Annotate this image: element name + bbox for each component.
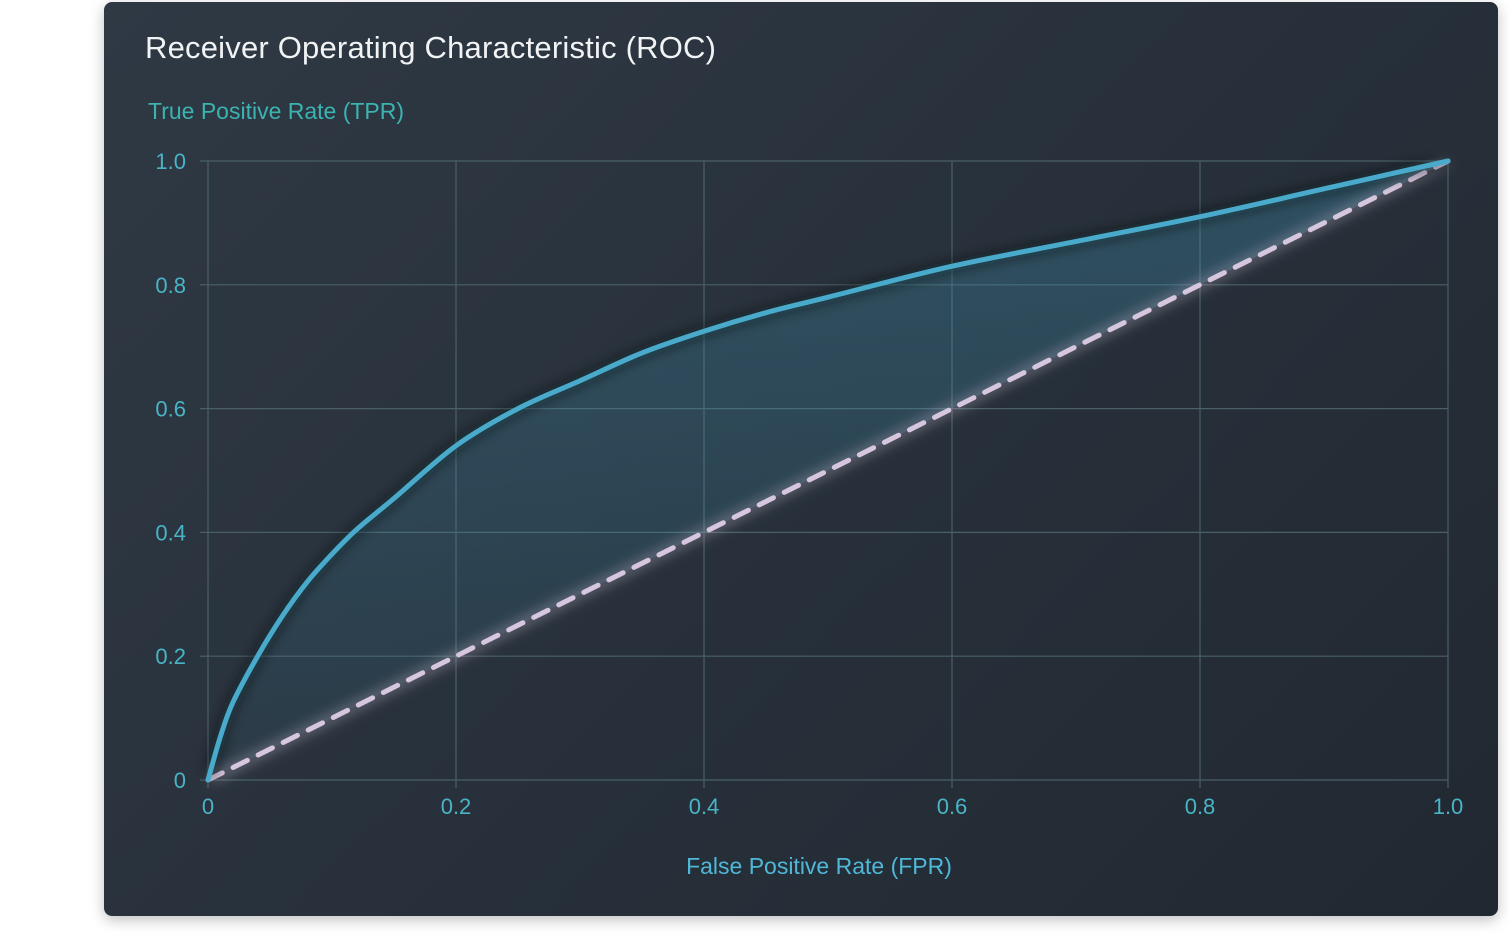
chart-card: Receiver Operating Characteristic (ROC) … [104, 2, 1498, 916]
roc-curve-line [205, 158, 1451, 783]
y-tick-label: 0.6 [155, 397, 186, 422]
x-tick-label: 0.2 [441, 794, 472, 819]
x-tick-label: 0.8 [1185, 794, 1216, 819]
diagonal-reference-line [205, 158, 1451, 783]
x-tick-label: 0.6 [937, 794, 968, 819]
x-tick-label: 1.0 [1433, 794, 1464, 819]
x-tick-label: 0.4 [689, 794, 720, 819]
tick-labels: 0 0.2 0.4 0.6 0.8 1.0 0 0.2 0.4 0.6 0.8 1.0 [155, 149, 1463, 819]
roc-plot: 0 0.2 0.4 0.6 0.8 1.0 0 0.2 0.4 0.6 0.8 1.0 True Po… [148, 98, 1463, 879]
series-layer [202, 155, 1451, 785]
x-axis-title: False Positive Rate (FPR) [686, 853, 952, 879]
y-tick-label: 0.8 [155, 273, 186, 298]
y-tick-label: 0 [174, 768, 186, 793]
y-axis-title: True Positive Rate (TPR) [148, 98, 404, 124]
chart-title: Receiver Operating Characteristic (ROC) [145, 30, 717, 65]
x-tick-label: 0 [202, 794, 214, 819]
y-tick-label: 0.2 [155, 644, 186, 669]
y-tick-label: 0.4 [155, 520, 186, 545]
y-tick-label: 1.0 [155, 149, 186, 174]
